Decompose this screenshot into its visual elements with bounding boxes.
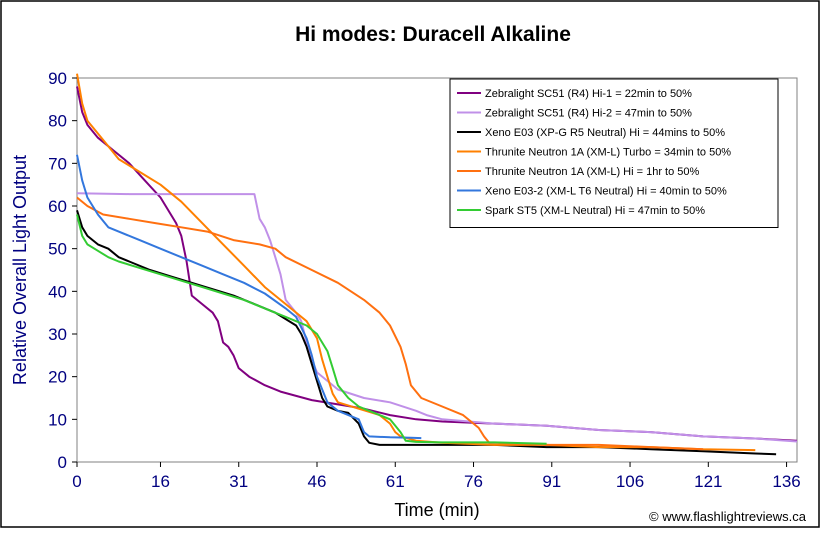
series-line-7 [76, 214, 547, 445]
y-tick-label: 80 [48, 112, 67, 131]
legend-entry: Thrunite Neutron 1A (XM-L) Turbo = 34min… [485, 147, 731, 159]
series-line-4 [76, 73, 756, 452]
y-tick-label: 40 [48, 282, 67, 301]
y-tick-label: 0 [58, 453, 67, 472]
chart-title: Hi modes: Duracell Alkaline [295, 23, 571, 46]
legend: Zebralight SC51 (R4) Hi-1 = 22min to 50%… [449, 78, 779, 228]
y-axis-label: Relative Overall Light Output [10, 155, 30, 385]
y-tick-label: 20 [48, 368, 67, 387]
legend-entry: Xeno E03-2 (XM-L T6 Neutral) Hi = 40min … [485, 186, 727, 198]
y-tick-label: 70 [48, 154, 67, 173]
y-tick-label: 10 [48, 410, 67, 429]
x-axis-label: Time (min) [394, 500, 479, 520]
series-layer [76, 73, 798, 456]
legend-entry: Spark ST5 (XM-L Neutral) Hi = 47min to 5… [485, 205, 705, 217]
x-tick-label: 61 [386, 472, 405, 491]
x-tick-label: 106 [616, 472, 644, 491]
x-tick-label: 76 [464, 472, 483, 491]
legend-entry: Thrunite Neutron 1A (XM-L) Hi = 1hr to 5… [485, 166, 700, 178]
legend-entry: Zebralight SC51 (R4) Hi-2 = 47min to 50% [485, 108, 692, 120]
y-tick-label: 90 [48, 69, 67, 88]
x-tick-label: 121 [694, 472, 722, 491]
y-tick-label: 60 [48, 197, 67, 216]
series-line-6 [76, 154, 422, 440]
legend-entry: Zebralight SC51 (R4) Hi-1 = 22min to 50% [485, 88, 692, 100]
x-tick-label: 136 [772, 472, 800, 491]
y-tick-label: 50 [48, 240, 67, 259]
y-tick-label: 30 [48, 325, 67, 344]
x-tick-label: 31 [229, 472, 248, 491]
x-tick-label: 16 [151, 472, 170, 491]
legend-box [449, 78, 779, 228]
x-tick-label: 46 [308, 472, 327, 491]
axes-layer: 0 10 20 30 40 50 60 70 80 90 0 16 31 46 61 76 91 106 121 13… [48, 69, 801, 491]
legend-entry: Xeno E03 (XP-G R5 Neutral) Hi = 44mins t… [485, 127, 725, 139]
x-tick-label: 0 [72, 472, 81, 491]
copyright-text: © www.flashlightreviews.ca [649, 509, 807, 524]
x-tick-label: 91 [542, 472, 561, 491]
